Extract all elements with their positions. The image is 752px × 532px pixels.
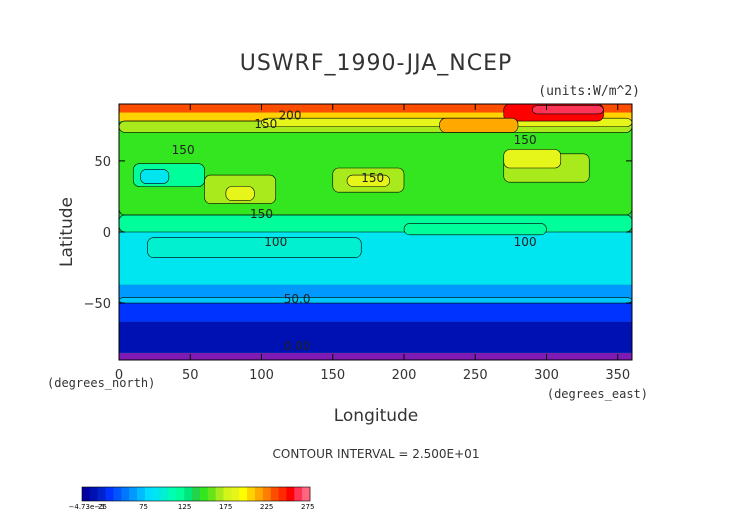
colorbar-swatch-1 <box>89 487 99 501</box>
colorbar-tick-label-0: −4.73e−5 <box>69 503 105 511</box>
lat-band-0 <box>119 352 632 360</box>
colorbar-tick-label-4: 175 <box>219 503 232 511</box>
contour-label-4: 150 <box>514 133 537 147</box>
colorbar-swatch-6 <box>129 487 138 501</box>
colorbar-swatch-16 <box>207 487 217 501</box>
y-unit-label: (degrees_north) <box>47 376 155 390</box>
colorbar-swatch-17 <box>215 487 224 501</box>
x-tick-label-6: 300 <box>534 368 559 383</box>
colorbar-swatch-8 <box>144 487 154 501</box>
contour-label-3: 150 <box>361 171 384 185</box>
colorbar-swatch-9 <box>152 487 162 501</box>
x-tick-label-7: 350 <box>605 368 630 383</box>
colorbar-swatch-10 <box>160 487 169 501</box>
colorbar-swatch-25 <box>278 487 287 501</box>
colorbar-swatch-12 <box>176 487 185 501</box>
field-patch-2 <box>147 237 362 258</box>
colorbar-tick-label-3: 125 <box>178 503 191 511</box>
lat-band-2 <box>119 303 632 322</box>
colorbar-tick-label-2: 75 <box>139 503 148 511</box>
colorbar-swatch-11 <box>168 487 177 501</box>
field-patch-15 <box>531 105 604 115</box>
field-patches <box>118 103 633 304</box>
colorbar-swatch-15 <box>199 487 209 501</box>
contour-label-2: 150 <box>172 143 195 157</box>
colorbar-tick-label-5: 225 <box>260 503 273 511</box>
field-patch-16 <box>439 117 519 133</box>
field-patch-9 <box>503 149 562 169</box>
chart-title: USWRF_1990-JJA_NCEP <box>240 51 513 76</box>
colorbar-swatch-18 <box>223 487 232 501</box>
contour-label-7: 100 <box>514 235 537 249</box>
field-patch-5 <box>346 174 391 187</box>
contour-label-5: 150 <box>250 207 273 221</box>
colorbar-swatch-21 <box>247 487 256 501</box>
x-unit-label: (degrees_east) <box>547 387 648 401</box>
colorbar-swatch-23 <box>262 487 272 501</box>
colorbar-swatch-26 <box>286 487 295 501</box>
colorbar-swatch-5 <box>121 487 130 501</box>
x-tick-label-1: 50 <box>182 368 199 383</box>
contour-label-8: 50.0 <box>284 292 311 306</box>
field-patch-17 <box>118 297 633 304</box>
colorbar-ticks: −4.73e−525 75 125 175 225 275 <box>69 503 315 511</box>
colorbar-swatch-2 <box>97 487 106 501</box>
y-tick-label-2: −50 <box>84 297 111 312</box>
lat-band-1 <box>119 321 632 353</box>
lat-band-7 <box>119 104 632 113</box>
colorbar-swatch-0 <box>82 487 91 501</box>
x-axis-ticks: 0 50 100 150 200 250 300 350 <box>115 104 630 383</box>
colorbar <box>81 486 311 502</box>
field-patch-7 <box>225 186 255 202</box>
colorbar-swatch-20 <box>239 487 248 501</box>
colorbar-swatch-28 <box>302 487 311 501</box>
contour-label-9: 0.00 <box>284 339 311 353</box>
x-tick-label-4: 200 <box>392 368 417 383</box>
colorbar-swatch-24 <box>270 487 279 501</box>
colorbar-swatch-7 <box>137 487 146 501</box>
field-patch-1 <box>403 223 547 236</box>
x-tick-label-0: 0 <box>115 368 123 383</box>
field-patch-0 <box>118 214 633 233</box>
colorbar-swatch-19 <box>231 487 240 501</box>
colorbar-frame <box>81 486 311 502</box>
x-axis-label: Longitude <box>334 406 419 426</box>
contour-label-1: 150 <box>254 117 277 131</box>
colorbar-tick-label-1: 25 <box>98 503 107 511</box>
x-tick-label-3: 150 <box>320 368 345 383</box>
colorbar-tick-label-6: 275 <box>301 503 314 511</box>
x-tick-label-2: 100 <box>249 368 274 383</box>
contour-label-0: 200 <box>279 109 302 123</box>
colorbar-swatch-14 <box>192 487 201 501</box>
y-axis-label: Latitude <box>57 197 77 267</box>
colorbar-swatch-3 <box>105 487 114 501</box>
contour-label-6: 100 <box>264 235 287 249</box>
colorbar-swatch-27 <box>294 487 303 501</box>
x-tick-label-5: 250 <box>463 368 488 383</box>
lat-band-6 <box>119 112 632 122</box>
colorbar-swatch-22 <box>254 487 264 501</box>
contour-interval-label: CONTOUR INTERVAL = 2.500E+01 <box>273 447 480 461</box>
colorbar-swatch-4 <box>113 487 122 501</box>
y-tick-label-1: 0 <box>103 226 111 241</box>
field-patch-11 <box>140 169 170 184</box>
y-tick-label-0: 50 <box>94 155 111 170</box>
units-label: (units:W/m^2) <box>538 84 640 99</box>
colorbar-swatch-13 <box>184 487 193 501</box>
y-axis-ticks: 50 0 −50 <box>84 155 632 312</box>
